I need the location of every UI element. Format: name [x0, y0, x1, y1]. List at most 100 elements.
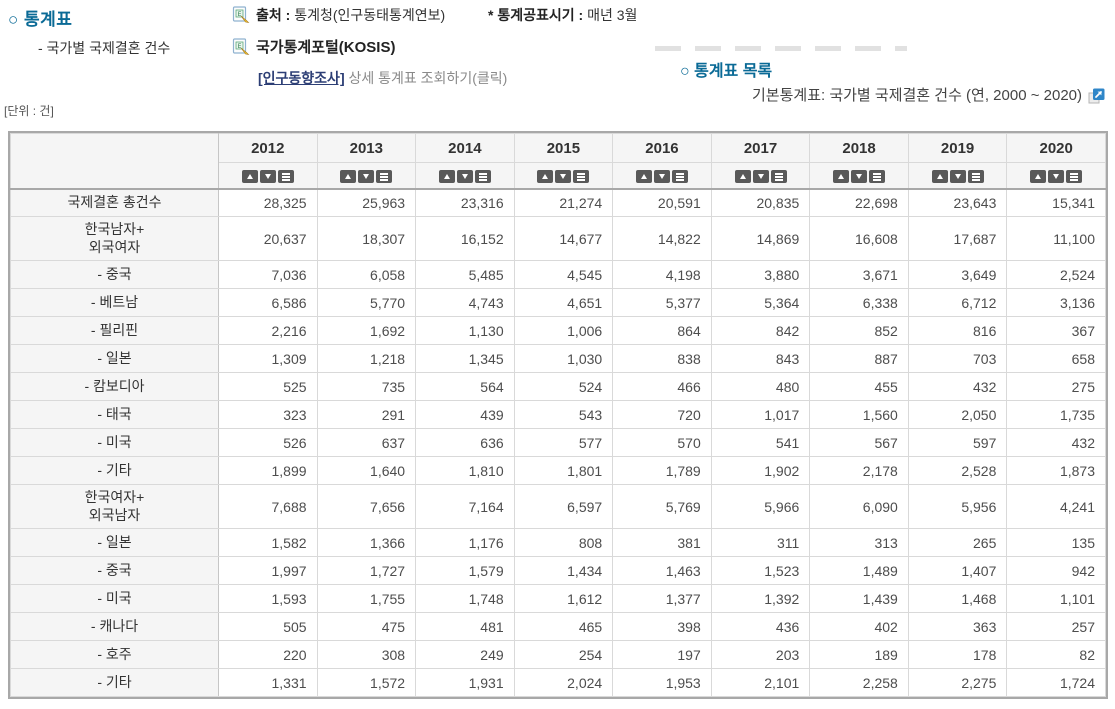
data-cell: 852 [809, 316, 909, 345]
data-cell: 17,687 [907, 216, 1008, 261]
sort-asc-button[interactable] [537, 170, 554, 184]
sort-asc-button[interactable] [340, 170, 357, 184]
data-cell: 1,640 [316, 456, 417, 485]
data-cell: 20,591 [612, 188, 712, 217]
data-cell: 1,755 [316, 584, 417, 613]
data-cell: 5,364 [710, 288, 811, 317]
column-menu-button[interactable] [376, 170, 393, 184]
data-cell: 1,593 [218, 584, 318, 613]
data-cell: 308 [316, 640, 417, 669]
data-cell: 21,274 [513, 188, 614, 217]
data-cell: 567 [809, 428, 909, 457]
data-cell: 455 [809, 372, 909, 401]
international-marriage-table: 2012 2013 2014 2015 2016 2017 2018 2019 2020 국제결… [10, 133, 1106, 697]
sort-asc-icon [1035, 174, 1042, 180]
data-cell: 1,392 [710, 584, 811, 613]
sort-desc-button[interactable] [949, 170, 966, 184]
data-cell: 367 [1006, 316, 1106, 345]
row-label: - 캐나다 [10, 612, 219, 641]
sort-desc-button[interactable] [752, 170, 769, 184]
data-cell: 2,178 [809, 456, 909, 485]
svg-text:E: E [238, 11, 242, 18]
data-cell: 637 [316, 428, 417, 457]
data-cell: 1,748 [415, 584, 515, 613]
survey-link-description: 상세 통계표 조회하기(클릭) [344, 70, 508, 86]
data-cell: 7,164 [415, 484, 515, 529]
data-cell: 363 [907, 612, 1008, 641]
data-cell: 541 [710, 428, 811, 457]
table-row: - 기타 1,331 1,572 1,931 2,024 1,953 2,101 2,258 2… [10, 668, 1106, 697]
data-cell: 658 [1006, 344, 1106, 373]
data-cell: 480 [710, 372, 811, 401]
data-cell: 1,345 [415, 344, 515, 373]
column-menu-button[interactable] [277, 170, 294, 184]
data-cell: 570 [612, 428, 712, 457]
sort-asc-button[interactable] [635, 170, 652, 184]
data-cell: 6,586 [218, 288, 318, 317]
sort-controls-cell [809, 162, 909, 190]
sort-asc-button[interactable] [438, 170, 455, 184]
kosis-portal-label[interactable]: 국가통계포털(KOSIS) [256, 39, 396, 56]
sort-desc-button[interactable] [259, 170, 276, 184]
data-cell: 1,468 [907, 584, 1008, 613]
column-menu-button[interactable] [967, 170, 984, 184]
data-cell: 6,597 [513, 484, 614, 529]
sort-desc-button[interactable] [358, 170, 375, 184]
year-column-header: 2013 [316, 133, 417, 163]
table-row: - 중국 1,997 1,727 1,579 1,434 1,463 1,523 1,489 1… [10, 556, 1106, 585]
row-label: - 일본 [10, 528, 219, 557]
data-cell: 20,835 [710, 188, 811, 217]
sort-controls-cell [316, 162, 417, 190]
source-line: E 출처 : 통계청(인구동태통계연보) [232, 5, 445, 25]
data-cell: 843 [710, 344, 811, 373]
sort-asc-button[interactable] [241, 170, 258, 184]
data-cell: 1,309 [218, 344, 318, 373]
data-cell: 1,724 [1006, 668, 1106, 697]
sort-desc-icon [856, 174, 863, 180]
data-cell: 2,216 [218, 316, 318, 345]
sort-desc-button[interactable] [456, 170, 473, 184]
sort-asc-button[interactable] [931, 170, 948, 184]
table-row: 한국여자+ 외국남자 7,688 7,656 7,164 6,597 5,769 5,966 6… [10, 484, 1106, 529]
sort-asc-icon [838, 174, 845, 180]
external-link-icon[interactable] [1088, 88, 1105, 105]
row-label: - 캄보디아 [10, 372, 219, 401]
data-cell: 720 [612, 400, 712, 429]
row-label: - 기타 [10, 668, 219, 697]
sort-asc-button[interactable] [734, 170, 751, 184]
row-label: - 태국 [10, 400, 219, 429]
sort-desc-button[interactable] [653, 170, 670, 184]
column-menu-button[interactable] [770, 170, 787, 184]
survey-link[interactable]: [인구동향조사] [258, 70, 345, 86]
sort-desc-button[interactable] [555, 170, 572, 184]
data-cell: 2,258 [809, 668, 909, 697]
publish-line: * 통계공표시기 : 매년 3월 [488, 5, 637, 25]
column-menu-button[interactable] [474, 170, 491, 184]
column-menu-button[interactable] [869, 170, 886, 184]
row-label: - 일본 [10, 344, 219, 373]
data-cell: 16,608 [809, 216, 909, 261]
column-menu-icon [281, 175, 290, 178]
data-cell: 265 [907, 528, 1008, 557]
sort-asc-button[interactable] [1030, 170, 1047, 184]
data-cell: 4,241 [1006, 484, 1106, 529]
data-cell: 524 [513, 372, 614, 401]
column-menu-button[interactable] [671, 170, 688, 184]
column-menu-button[interactable] [1066, 170, 1083, 184]
year-column-header: 2016 [612, 133, 712, 163]
sort-desc-icon [1053, 174, 1060, 180]
data-cell: 2,524 [1006, 260, 1106, 289]
row-label: - 필리핀 [10, 316, 219, 345]
data-cell: 2,024 [513, 668, 614, 697]
sort-desc-icon [264, 174, 271, 180]
data-cell: 23,316 [415, 188, 515, 217]
sort-desc-button[interactable] [851, 170, 868, 184]
sort-asc-button[interactable] [833, 170, 850, 184]
publish-label: * 통계공표시기 : [488, 7, 584, 23]
data-cell: 808 [513, 528, 614, 557]
data-cell: 864 [612, 316, 712, 345]
data-cell: 14,822 [612, 216, 712, 261]
data-cell: 525 [218, 372, 318, 401]
sort-desc-button[interactable] [1048, 170, 1065, 184]
column-menu-button[interactable] [573, 170, 590, 184]
